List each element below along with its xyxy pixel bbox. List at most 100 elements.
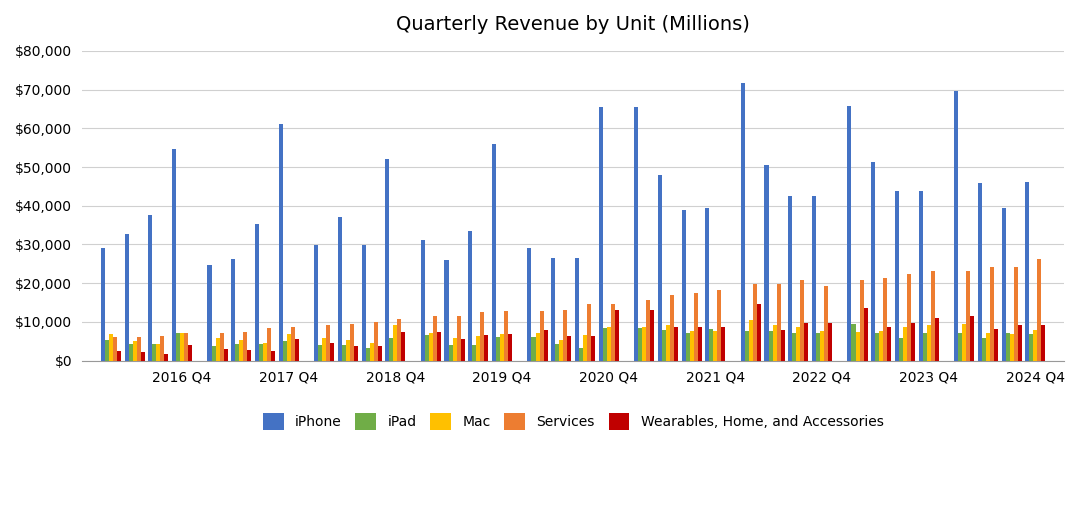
Bar xyxy=(855,332,860,360)
Bar xyxy=(804,323,809,360)
Bar xyxy=(492,144,496,360)
Bar xyxy=(579,348,583,360)
Bar xyxy=(740,83,745,360)
Bar xyxy=(895,191,899,360)
Bar xyxy=(322,338,326,360)
Bar xyxy=(235,344,240,360)
Bar xyxy=(966,271,970,360)
Bar xyxy=(377,346,382,360)
Bar xyxy=(1002,208,1006,360)
Bar xyxy=(461,339,465,360)
Bar xyxy=(286,334,291,360)
Bar xyxy=(911,323,915,360)
Bar xyxy=(749,320,753,360)
Bar xyxy=(674,327,678,360)
Bar xyxy=(314,245,319,360)
Bar xyxy=(180,333,184,360)
Bar xyxy=(555,344,559,360)
Bar xyxy=(365,348,370,360)
Bar xyxy=(152,344,156,360)
Bar xyxy=(638,328,642,360)
Bar xyxy=(421,240,425,360)
Bar xyxy=(918,191,922,360)
Bar xyxy=(444,260,449,360)
Bar xyxy=(650,310,655,360)
Bar xyxy=(480,312,485,360)
Bar xyxy=(820,331,824,360)
Bar xyxy=(709,329,713,360)
Bar xyxy=(642,327,646,360)
Bar xyxy=(824,286,828,360)
Bar xyxy=(963,324,966,360)
Bar xyxy=(682,210,685,360)
Bar xyxy=(172,149,176,360)
Bar xyxy=(615,310,619,360)
Bar xyxy=(350,323,354,360)
Bar xyxy=(646,300,650,360)
Bar xyxy=(788,196,792,360)
Bar xyxy=(634,106,638,360)
Bar xyxy=(922,334,927,360)
Bar xyxy=(283,341,286,360)
Bar xyxy=(346,340,350,360)
Bar xyxy=(504,311,508,360)
Bar xyxy=(610,304,615,360)
Bar xyxy=(583,335,586,360)
Bar xyxy=(670,295,674,360)
Bar xyxy=(160,336,165,360)
Bar xyxy=(990,267,994,360)
Bar xyxy=(603,328,607,360)
Bar xyxy=(1009,334,1014,360)
Bar xyxy=(1037,259,1042,360)
Bar xyxy=(658,175,662,360)
Bar xyxy=(591,336,595,360)
Bar xyxy=(685,333,689,360)
Bar xyxy=(452,338,456,360)
Bar xyxy=(156,344,160,360)
Bar xyxy=(263,343,267,360)
Bar xyxy=(279,124,283,360)
Bar xyxy=(398,318,401,360)
Bar xyxy=(220,334,223,360)
Bar xyxy=(780,330,785,360)
Bar xyxy=(105,340,108,360)
Bar xyxy=(535,333,540,360)
Bar xyxy=(812,196,816,360)
Bar xyxy=(271,351,275,360)
Bar xyxy=(429,333,433,360)
Bar xyxy=(954,91,958,360)
Bar xyxy=(468,231,473,360)
Bar xyxy=(223,349,228,360)
Bar xyxy=(374,322,377,360)
Bar xyxy=(934,318,939,360)
Bar xyxy=(385,159,389,360)
Bar xyxy=(753,284,757,360)
Bar xyxy=(764,165,769,360)
Bar xyxy=(883,278,888,360)
Bar xyxy=(666,325,670,360)
Bar xyxy=(132,341,137,360)
Bar xyxy=(401,332,405,360)
Bar xyxy=(559,340,564,360)
Title: Quarterly Revenue by Unit (Millions): Quarterly Revenue by Unit (Millions) xyxy=(396,15,750,34)
Bar xyxy=(698,327,701,360)
Bar xyxy=(927,325,931,360)
Bar xyxy=(149,215,152,360)
Bar xyxy=(531,338,535,360)
Bar xyxy=(456,316,461,360)
Bar xyxy=(598,106,603,360)
Bar xyxy=(291,327,295,360)
Bar xyxy=(1014,267,1018,360)
Bar xyxy=(319,345,322,360)
Bar xyxy=(706,208,709,360)
Bar xyxy=(437,332,441,360)
Bar xyxy=(567,336,571,360)
Bar xyxy=(899,338,903,360)
Bar xyxy=(188,345,192,360)
Bar xyxy=(1018,324,1021,360)
Bar xyxy=(528,248,531,360)
Bar xyxy=(792,333,797,360)
Bar xyxy=(176,333,180,360)
Bar xyxy=(851,324,855,360)
Bar xyxy=(101,248,105,360)
